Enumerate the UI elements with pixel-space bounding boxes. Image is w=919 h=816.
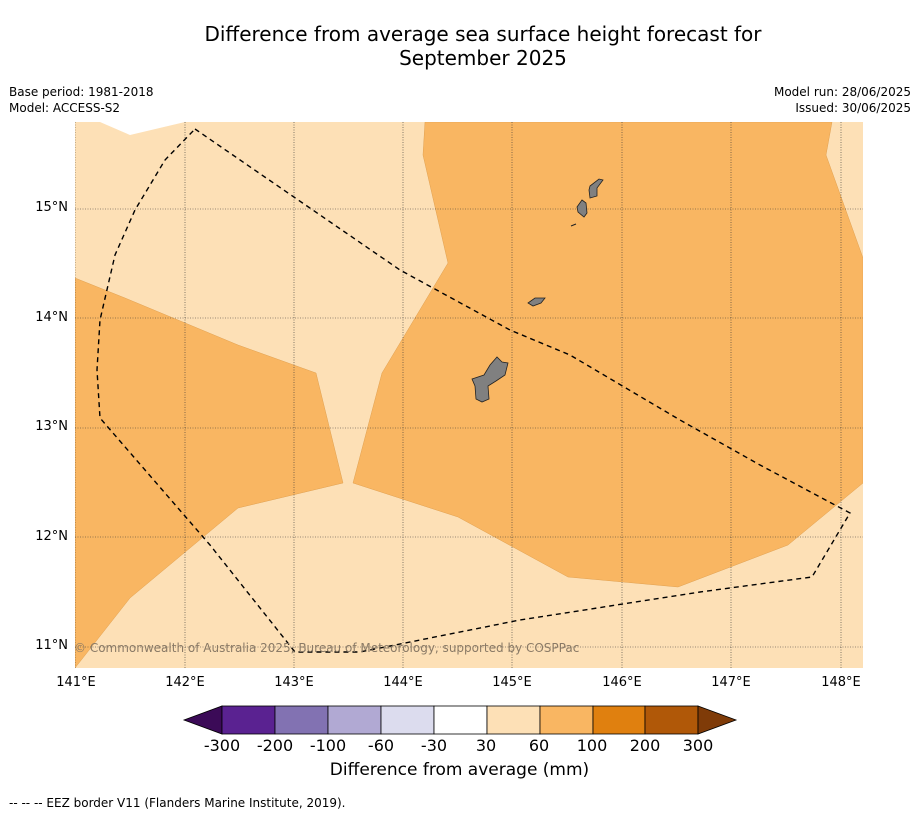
eez-footnote: -- -- -- EEZ border V11 (Flanders Marine… — [9, 796, 346, 810]
title-line-2: September 2025 — [399, 46, 567, 70]
colorbar-tick-label: 100 — [576, 736, 608, 755]
colorbar-tick-label: 300 — [682, 736, 714, 755]
colorbar-bin-9 — [644, 705, 699, 735]
eez-border-line — [96, 128, 851, 653]
lon-label-141: 141°E — [56, 675, 96, 690]
meta-left: Base period: 1981-2018 Model: ACCESS-S2 — [9, 84, 154, 116]
meta-right: Model run: 28/06/2025 Issued: 30/06/2025 — [774, 84, 911, 116]
colorbar-tick-label: -30 — [420, 736, 448, 755]
colorbar-tick-label: 30 — [475, 736, 497, 755]
lon-label-143: 143°E — [274, 675, 314, 690]
lat-label-12: 12°N — [35, 529, 68, 544]
colorbar-tick-label: -60 — [367, 736, 395, 755]
colorbar-bin-6 — [486, 705, 541, 735]
lat-label-13: 13°N — [35, 419, 68, 434]
colorbar-bin-4 — [380, 705, 435, 735]
anomaly-60-100-west — [75, 277, 344, 668]
rota-island — [527, 297, 546, 307]
guam-island — [471, 356, 509, 403]
colorbar-tick-label: -100 — [309, 736, 347, 755]
colorbar-extend-high — [697, 705, 738, 735]
colorbar-tick-label: -300 — [203, 736, 241, 755]
lon-label-147: 147°E — [711, 675, 751, 690]
lat-label-14: 14°N — [35, 310, 68, 325]
lon-label-146: 146°E — [602, 675, 642, 690]
lon-label-142: 142°E — [165, 675, 205, 690]
colorbar-tick-label: 200 — [629, 736, 661, 755]
saipan-island — [588, 178, 604, 199]
lon-label-145: 145°E — [492, 675, 532, 690]
colorbar-extend-low — [182, 705, 223, 735]
title-line-1: Difference from average sea surface heig… — [204, 22, 762, 46]
white-notch-top — [75, 122, 185, 135]
colorbar-bin-7 — [539, 705, 594, 735]
colorbar-bin-2 — [274, 705, 329, 735]
colorbar-bin-1 — [221, 705, 276, 735]
issued-text: Issued: 30/06/2025 — [795, 101, 911, 115]
base-period-text: Base period: 1981-2018 — [9, 85, 154, 99]
colorbar-title: Difference from average (mm) — [329, 760, 590, 780]
lat-label-11: 11°N — [35, 638, 68, 653]
model-text: Model: ACCESS-S2 — [9, 101, 121, 115]
aguijan-island — [570, 223, 577, 227]
colorbar-tick-label: 60 — [528, 736, 550, 755]
tinian-island — [576, 199, 588, 218]
colorbar-bin-8 — [592, 705, 646, 735]
map-title: Difference from average sea surface heig… — [0, 22, 919, 70]
colorbar-tick-label: -200 — [256, 736, 294, 755]
lon-label-148: 148°E — [821, 675, 861, 690]
model-run-text: Model run: 28/06/2025 — [773, 85, 911, 99]
lon-label-144: 144°E — [383, 675, 423, 690]
colorbar-bin-5 — [433, 705, 488, 735]
colorbar-bin-3 — [327, 705, 382, 735]
colorbar — [182, 705, 738, 735]
copyright-notice: © Commonwealth of Australia 2025, Bureau… — [74, 641, 580, 655]
anomaly-60-100-east — [352, 122, 863, 588]
lat-label-15: 15°N — [35, 200, 68, 215]
